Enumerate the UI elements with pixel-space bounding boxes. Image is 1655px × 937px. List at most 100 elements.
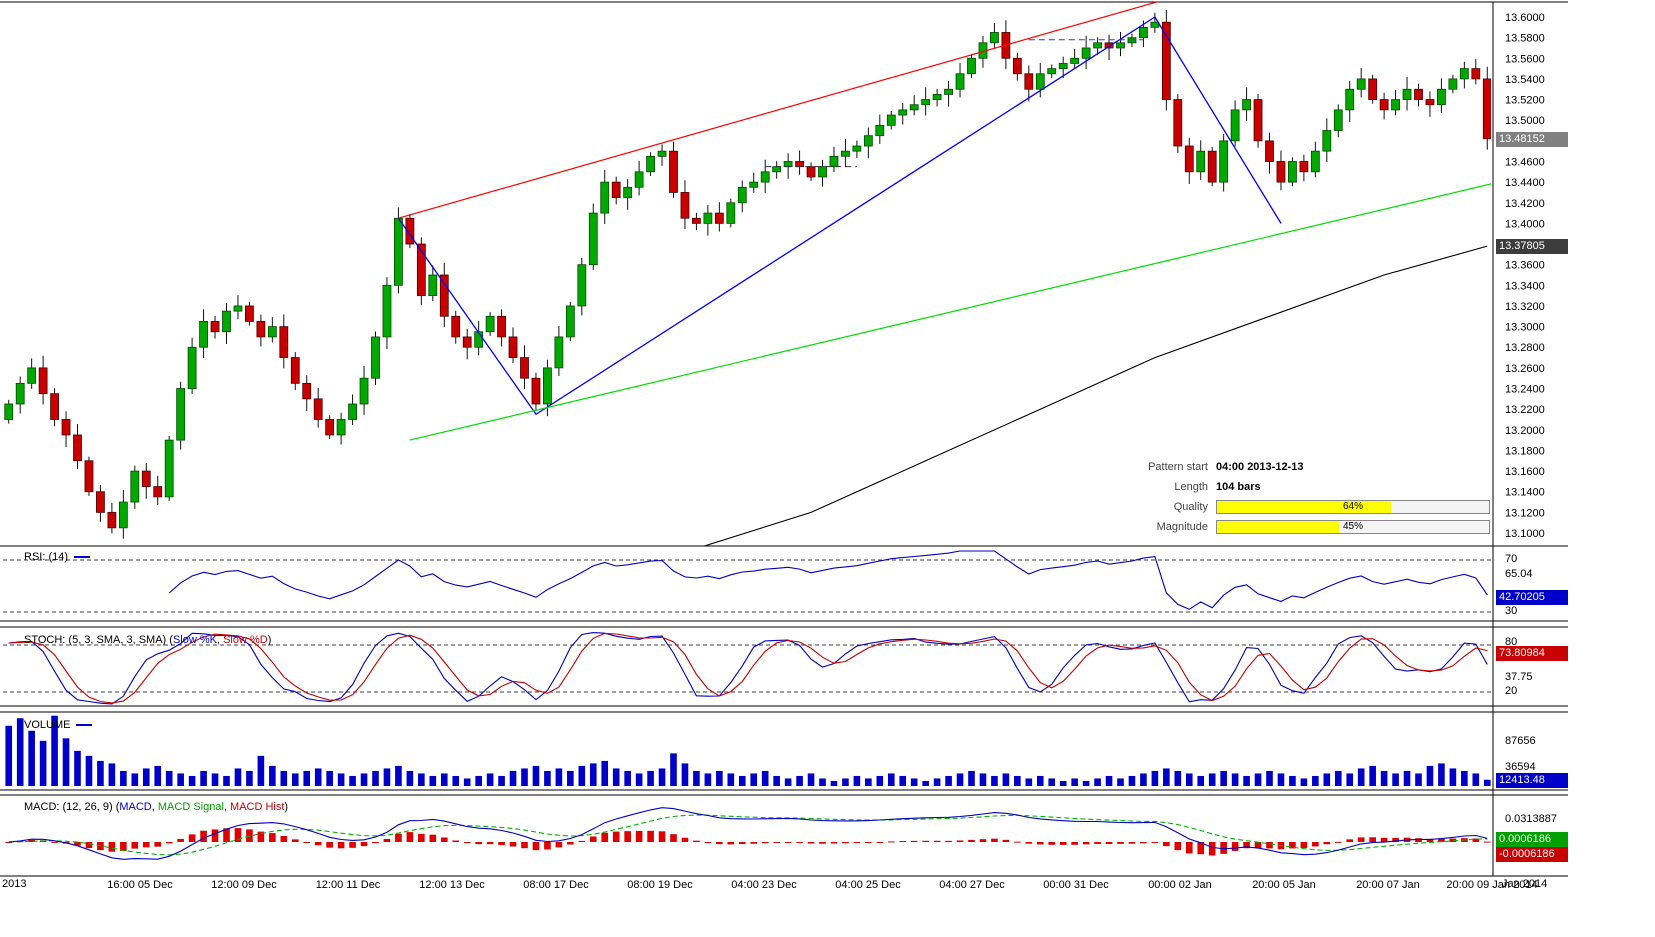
volume-bar [830,780,838,786]
volume-bar [693,770,700,786]
stoch-separator: , [216,634,224,646]
volume-bar [532,765,540,786]
macd-histogram-bar [200,830,207,842]
macd-histogram-bar [257,831,265,842]
macd-histogram-bar [142,842,150,848]
candle-body [565,305,575,338]
volume-title: VOLUME [24,719,71,731]
macd-histogram-bar [968,839,975,842]
candle-body [130,470,140,503]
macd-histogram-bar [922,840,929,842]
price-tick-label: 13.4400 [1505,177,1545,189]
stoch-slow-k-label: Slow %K [172,634,217,646]
volume-bar [5,725,13,786]
macd-histogram-bar [337,842,345,849]
macd-histogram-bar [865,842,872,843]
candle-body [932,94,942,100]
time-axis-label: 20:00 07 Jan [1356,879,1420,891]
candle-body [428,274,438,297]
macd-histogram-bar [280,836,288,842]
macd-histogram-bar [1185,842,1193,854]
macd-histogram-bar [979,839,987,842]
volume-bar [452,775,460,786]
macd-histogram-bar [1380,837,1388,842]
macd-histogram-bar [383,839,391,842]
candle-body [955,73,965,90]
rsi-legend-line-icon [74,556,91,559]
volume-bar [773,775,780,786]
candle-body [4,403,14,420]
volume-bar [1357,768,1365,786]
volume-bar [177,773,184,786]
macd-histogram-bar [578,840,586,842]
macd-histogram-bar [154,842,162,847]
volume-bar [463,778,471,786]
macd-histogram-bar [887,841,895,843]
volume-bar [1300,778,1308,786]
macd-histogram-bar [1082,842,1090,845]
current-price-badge: 13.48152 [1496,132,1568,147]
macd-histogram-bar [1048,842,1056,845]
candle-body [371,336,380,379]
volume-bar [922,780,929,786]
macd-histogram-bar [693,840,700,842]
macd-histogram-bar [1059,842,1067,845]
volume-bar [1346,773,1354,786]
macd-histogram-bar [1151,842,1159,843]
volume-bar [74,750,81,786]
volume-bar [120,770,127,786]
volume-bar [97,760,104,786]
volume-bar [658,768,666,786]
pattern-start-label: Pattern start [1148,460,1208,473]
macd-histogram-bar [1449,838,1457,842]
candle-body [1242,99,1251,111]
candle-body [107,511,117,529]
macd-histogram-bar [406,832,414,842]
main-price-panel[interactable] [4,0,1499,548]
time-axis-label: 20:00 05 Jan [1252,879,1316,891]
macd-histogram-bar [876,842,884,843]
time-axis-label: 04:00 23 Dec [731,879,797,891]
volume-bar [1426,765,1434,786]
candle-body [1345,88,1355,111]
volume-bar [635,773,643,786]
macd-histogram-bar [1036,842,1044,845]
price-tick-label: 13.3200 [1505,301,1545,313]
volume-bar [28,730,35,786]
macd-histogram-bar [28,839,35,842]
candle-body [1161,21,1171,100]
rsi-title: RSI: (14) [24,551,69,563]
macd-histogram-bar [761,842,769,844]
volume-bar [887,773,895,786]
macd-histogram-bar [188,834,196,842]
macd-title-prefix: MACD: (12, 26, 9) ( [24,801,120,813]
candle-body [1322,130,1332,152]
candle-body [1104,42,1114,49]
volume-bar [314,768,322,786]
volume-bar [612,768,620,786]
candle-body [772,166,782,173]
volume-axis-upper-label: 87656 [1505,735,1536,747]
stoch-mid-label: 37.75 [1505,671,1533,683]
volume-bar [1277,773,1285,786]
candle-body [1448,78,1458,90]
candle-body [921,99,931,106]
macd-histogram-bar [1197,842,1205,855]
macd-histogram-bar [635,830,643,842]
candle-body [863,135,873,147]
volume-bar [486,773,494,786]
macd-histogram-bar [360,842,368,847]
macd-histogram-bar [1025,842,1033,844]
price-tick-label: 13.3600 [1505,260,1545,272]
macd-histogram-bar [1014,841,1021,843]
macd-histogram-bar [440,837,448,842]
macd-histogram-bar [177,838,184,842]
volume-bar [1185,773,1193,786]
macd-histogram-bar [1094,842,1101,844]
candle-body [669,150,678,193]
stoch-slow-d-label: Slow %D [223,634,268,646]
candle-body [279,326,289,358]
candle-body [1402,88,1412,100]
macd-histogram-bar [796,842,803,843]
